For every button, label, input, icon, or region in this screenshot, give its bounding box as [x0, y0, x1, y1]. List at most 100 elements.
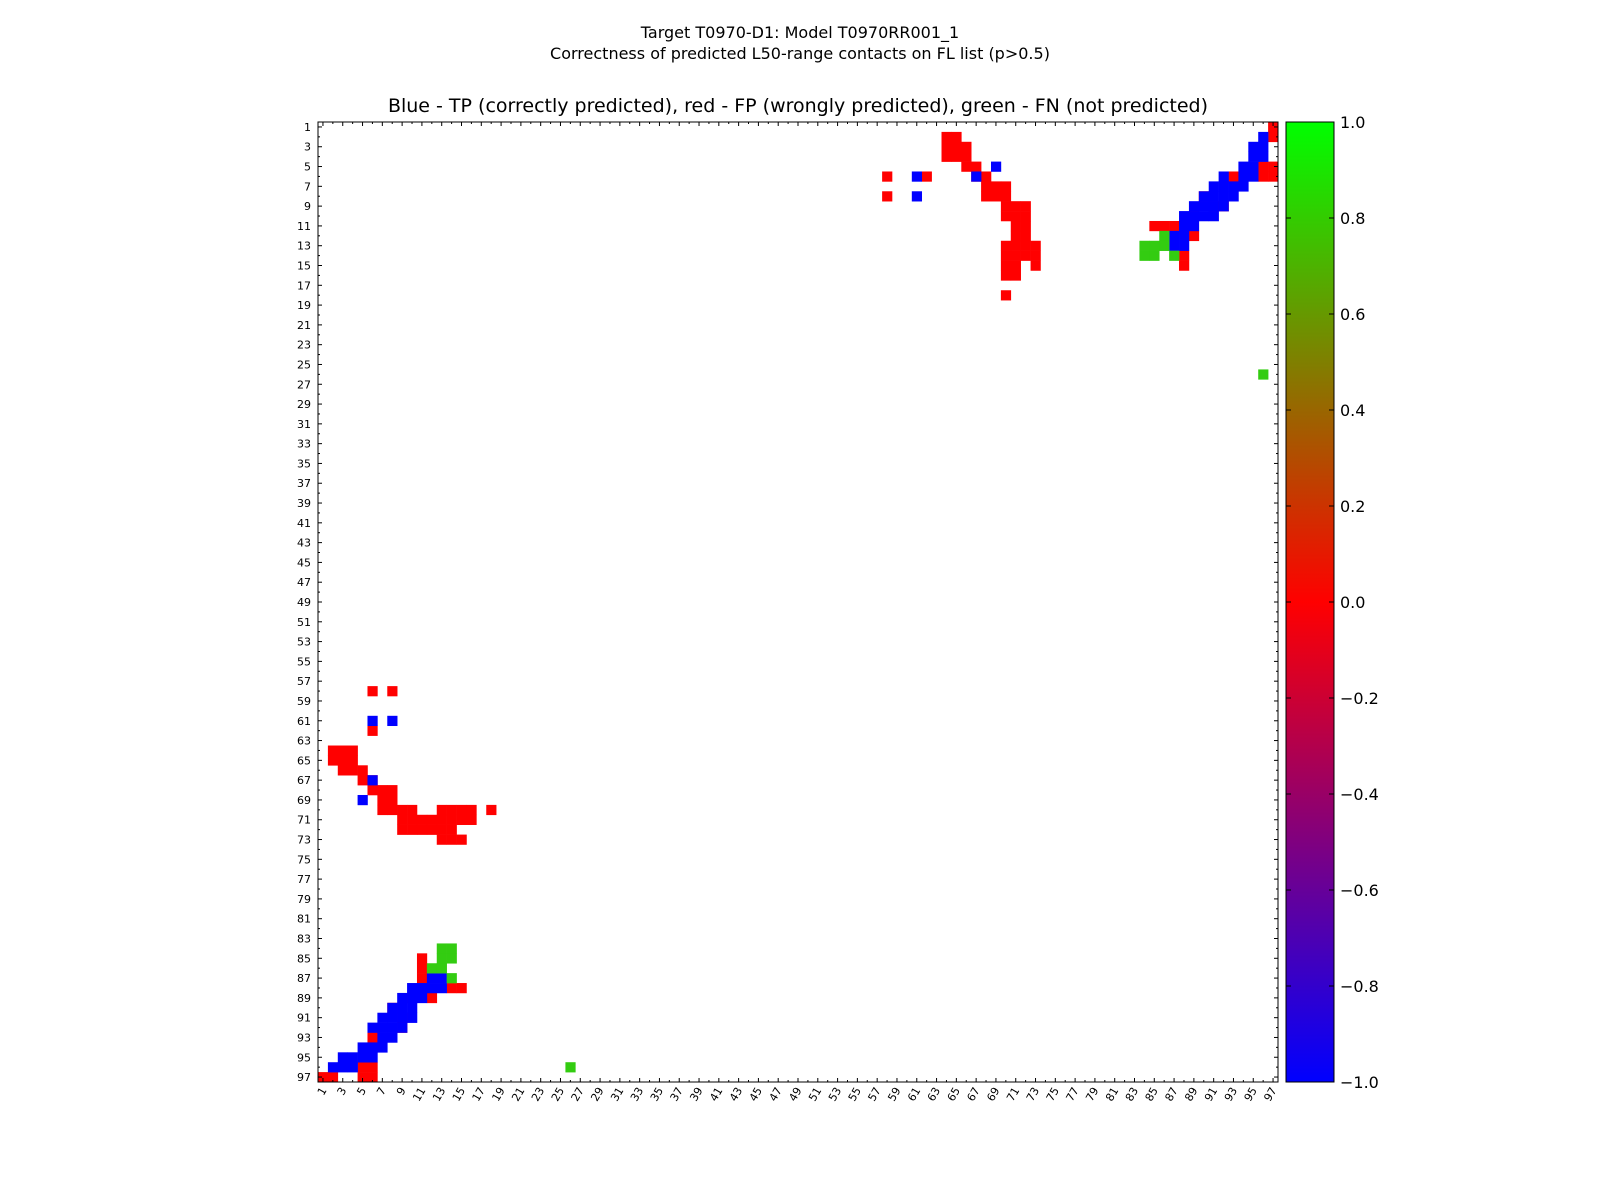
contact-cell-fp [327, 1072, 339, 1083]
contact-cell-fp [1179, 260, 1190, 271]
contact-cells [318, 122, 1279, 1083]
contact-cell-tp [1208, 191, 1219, 202]
contact-cell-tp [347, 1052, 358, 1063]
contact-cell-fp [387, 686, 398, 697]
x-tick-label: 87 [1162, 1085, 1180, 1104]
contact-cell-fp [1010, 240, 1021, 251]
colorbar-tick-label: −1.0 [1340, 1073, 1379, 1092]
x-tick-label: 63 [925, 1085, 943, 1104]
contact-cell-fp [1010, 220, 1021, 232]
contact-cell-fp [486, 804, 497, 816]
contact-cell-tp [1179, 220, 1190, 232]
y-tick-label: 11 [297, 220, 311, 233]
contact-cell-tp [1218, 191, 1229, 202]
x-tick-label: 69 [984, 1085, 1002, 1104]
y-tick-label: 83 [297, 932, 311, 945]
contact-cell-tp [377, 1022, 388, 1033]
contact-cell-tp [387, 715, 398, 727]
contact-cell-tp [357, 794, 368, 806]
contact-cell-fp [1030, 250, 1041, 261]
x-tick-label: 13 [430, 1085, 448, 1104]
contact-cell-fp [446, 824, 457, 835]
contact-cell-fp [1030, 240, 1041, 251]
y-tick-label: 49 [297, 596, 311, 609]
x-tick-label: 11 [410, 1085, 428, 1104]
contact-cell-tp [1198, 201, 1210, 212]
x-tick-label: 95 [1242, 1085, 1260, 1104]
contact-cell-tp [426, 983, 438, 994]
contact-cell-fp [1228, 171, 1239, 182]
contact-cell-tp [337, 1052, 348, 1063]
contact-cell-fp [416, 824, 428, 835]
y-tick-label: 85 [297, 952, 311, 965]
contact-cell-fp [1268, 131, 1279, 143]
contact-cell-fp [416, 963, 428, 974]
contact-cell-fp [981, 181, 992, 192]
contact-cell-fp [318, 1072, 329, 1083]
x-tick-label: 41 [707, 1085, 725, 1104]
contact-cell-tp [397, 1022, 408, 1033]
x-tick-label: 85 [1143, 1085, 1161, 1104]
contact-cell-fp [397, 814, 408, 825]
y-tick-label: 43 [297, 537, 311, 550]
contact-cell-tp [387, 1012, 398, 1023]
contact-cell-fp [941, 151, 952, 162]
contact-cell-tp [1258, 151, 1269, 162]
x-tick-label: 1 [315, 1085, 330, 1098]
colorbar-tick-label: −0.8 [1340, 977, 1379, 996]
y-tick-label: 41 [297, 517, 311, 530]
y-tick-label: 69 [297, 794, 311, 807]
y-tick-label: 61 [297, 715, 311, 728]
y-tick-label: 1 [304, 121, 311, 134]
contact-cell-tp [1179, 230, 1190, 242]
y-tick-label: 29 [297, 398, 311, 411]
contact-cell-fn [446, 943, 457, 954]
colorbar-tick-label: −0.2 [1340, 689, 1379, 708]
contact-cell-fn [1149, 240, 1160, 251]
contact-cell-fp [981, 171, 992, 182]
colorbar-ticks: 1.0 0.8 0.6 0.4 0.2 0.0 −0.2 −0.4 −0.6 −0.8 −1.0 [1286, 113, 1379, 1092]
contact-cell-fn [1159, 230, 1170, 242]
contact-cell-fp [337, 745, 348, 756]
contact-cell-tp [1258, 131, 1269, 143]
contact-cell-fp [436, 814, 447, 825]
x-tick-label: 53 [826, 1085, 844, 1104]
contact-cell-fn [446, 973, 457, 984]
contact-cell-tp [387, 1022, 398, 1033]
contact-cell-tp [1208, 201, 1219, 212]
contact-cell-tp [367, 715, 378, 727]
contact-cell-tp [1208, 181, 1219, 192]
y-tick-label: 67 [297, 774, 311, 787]
contact-cell-fp [456, 983, 467, 994]
y-tick-label: 25 [297, 358, 311, 371]
y-tick-label: 91 [297, 1012, 311, 1025]
contact-cell-fp [357, 775, 368, 786]
contact-cell-fp [367, 785, 378, 796]
contact-cell-fp [407, 814, 418, 825]
contact-cell-tp [416, 992, 428, 1004]
contact-cell-fp [377, 804, 388, 816]
contact-cell-fp [882, 191, 893, 202]
y-tick-label: 5 [304, 161, 311, 174]
x-tick-label: 61 [905, 1085, 923, 1104]
contact-cell-fp [426, 992, 438, 1004]
y-tick-label: 59 [297, 695, 311, 708]
contact-cell-fp [1159, 220, 1170, 232]
colorbar-tick-label: 0.4 [1340, 401, 1365, 420]
contact-cell-fp [941, 141, 952, 152]
contact-cell-fn [426, 963, 438, 974]
x-tick-label: 35 [648, 1085, 666, 1104]
contact-cell-fn [1139, 250, 1150, 261]
contact-cell-tp [1248, 141, 1259, 152]
contact-cell-fp [357, 1072, 368, 1083]
contact-cell-tp [377, 1042, 388, 1053]
contact-cell-fp [446, 804, 457, 816]
contact-cell-tp [1188, 201, 1200, 212]
contact-cell-tp [327, 1062, 339, 1073]
contact-cell-fp [357, 765, 368, 776]
figure-title: Target T0970-D1: Model T0970RR001_1 [640, 23, 960, 42]
contact-cell-fp [1030, 260, 1041, 271]
y-tick-label: 9 [304, 200, 311, 213]
contact-cell-tp [407, 992, 418, 1004]
contact-cell-fn [436, 943, 447, 954]
